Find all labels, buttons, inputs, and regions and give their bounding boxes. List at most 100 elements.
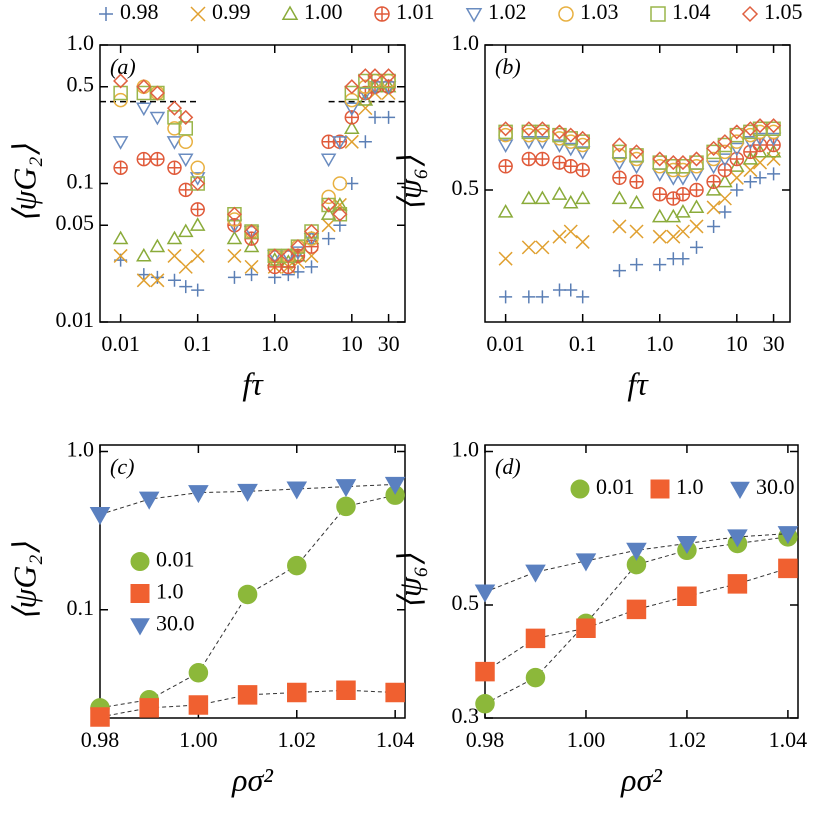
legend-label: 0.01 [156,547,195,572]
x-tick-label: 0.1 [569,331,597,356]
legend-label: 1.00 [304,0,343,24]
marker [626,542,647,561]
marker [385,485,405,505]
x-axis-label: fτ [627,365,649,401]
marker [344,85,360,101]
marker [612,144,627,160]
marker [149,111,166,126]
legend-marker [570,479,590,499]
marker [237,584,258,605]
marker [113,85,128,101]
marker [766,151,781,166]
marker [576,618,596,639]
marker [652,151,668,167]
x-tick-label: 1.04 [769,727,808,752]
marker [534,121,550,137]
marker [321,197,337,213]
marker [384,476,406,495]
y-axis-label: ⟨ψ₆⟩ [391,155,427,211]
marker [612,219,627,234]
marker [280,250,297,264]
marker [525,564,546,583]
marker [344,134,359,149]
x-axis-label: fτ [242,365,264,401]
legend-marker [130,552,150,571]
marker [150,85,165,101]
marker [611,190,628,205]
y-tick-label: 1.0 [452,437,480,462]
marker [290,239,306,255]
marker [227,248,242,263]
marker [551,124,568,140]
marker [112,136,129,150]
marker [332,196,348,211]
marker [177,153,194,168]
marker [675,224,690,239]
marker [574,190,591,205]
marker [629,148,644,163]
y-axis-label: ⟨ψG₂⟩ [6,143,42,223]
marker [150,85,165,101]
x-tick-label: 1.04 [376,727,415,752]
marker [563,131,578,146]
marker [534,136,551,150]
marker [149,85,165,101]
marker [575,162,590,178]
marker [179,280,193,294]
marker [742,136,759,150]
marker [358,101,373,116]
legend-marker [130,618,150,636]
marker [653,258,667,272]
marker [675,159,691,174]
marker [167,110,182,125]
marker [497,204,514,218]
marker [612,170,627,186]
marker [136,273,151,288]
marker [335,479,357,498]
marker [305,260,319,274]
marker [629,224,644,239]
marker [563,159,578,174]
marker [498,159,513,174]
marker [290,239,306,254]
x-tick-label: 10 [726,331,748,356]
x-tick-label: 1.0 [261,331,289,356]
marker [778,558,798,579]
marker [612,264,626,278]
marker [177,223,194,238]
marker [166,100,183,116]
marker [368,110,382,124]
marker [136,79,152,95]
marker [267,248,283,264]
marker [336,496,356,517]
legend-marker [730,481,750,500]
marker [113,160,128,175]
panel-label: (b) [495,54,521,79]
marker [628,194,645,209]
marker [113,73,129,89]
marker [344,102,360,117]
marker [706,174,721,190]
marker [281,248,296,264]
marker [167,248,182,263]
marker [564,283,578,297]
marker [743,163,758,178]
marker [344,120,360,135]
marker [525,628,546,649]
marker [677,586,697,607]
marker [729,158,745,172]
marker [178,109,194,125]
y-tick-label: 0.1 [67,595,95,620]
panel-label: (c) [110,454,134,479]
marker [717,134,733,150]
marker [136,151,152,167]
x-tick-label: 30 [378,331,400,356]
marker [167,273,181,287]
legend-marker [741,5,759,23]
marker [189,172,206,186]
y-tick-label: 0.3 [452,703,480,728]
marker [575,553,597,572]
x-tick-label: 1.02 [278,727,317,752]
marker [766,118,782,134]
